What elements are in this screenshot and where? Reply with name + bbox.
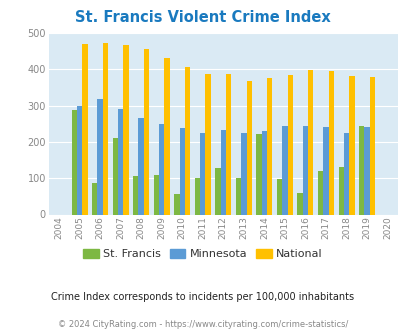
Bar xyxy=(77,106,82,214)
Bar xyxy=(235,178,241,214)
Bar xyxy=(143,50,149,214)
Bar xyxy=(194,178,200,214)
Bar xyxy=(226,74,231,214)
Bar xyxy=(184,68,190,214)
Legend: St. Francis, Minnesota, National: St. Francis, Minnesota, National xyxy=(79,244,326,263)
Bar xyxy=(302,125,307,214)
Bar xyxy=(369,77,374,214)
Bar xyxy=(364,127,369,214)
Bar xyxy=(276,179,281,215)
Bar xyxy=(117,109,123,214)
Bar xyxy=(266,78,272,214)
Bar xyxy=(205,74,210,214)
Bar xyxy=(322,127,328,214)
Bar xyxy=(71,110,77,214)
Bar xyxy=(153,175,159,214)
Bar xyxy=(348,76,354,214)
Bar xyxy=(112,138,117,214)
Bar xyxy=(97,99,102,214)
Bar xyxy=(297,193,302,215)
Bar xyxy=(246,81,251,214)
Bar xyxy=(164,58,169,214)
Text: © 2024 CityRating.com - https://www.cityrating.com/crime-statistics/: © 2024 CityRating.com - https://www.city… xyxy=(58,320,347,329)
Bar xyxy=(317,171,322,214)
Bar xyxy=(92,182,97,214)
Bar xyxy=(133,177,138,214)
Bar xyxy=(159,124,164,214)
Bar xyxy=(123,45,128,214)
Bar xyxy=(82,44,87,214)
Text: St. Francis Violent Crime Index: St. Francis Violent Crime Index xyxy=(75,10,330,25)
Bar xyxy=(328,72,333,214)
Bar xyxy=(102,43,108,214)
Bar xyxy=(138,118,143,214)
Bar xyxy=(358,125,364,214)
Bar xyxy=(343,133,348,214)
Text: Crime Index corresponds to incidents per 100,000 inhabitants: Crime Index corresponds to incidents per… xyxy=(51,292,354,302)
Bar xyxy=(200,133,205,214)
Bar xyxy=(287,76,292,214)
Bar xyxy=(241,133,246,214)
Bar xyxy=(281,126,287,214)
Bar xyxy=(261,131,266,214)
Bar xyxy=(220,130,226,214)
Bar xyxy=(338,167,343,214)
Bar xyxy=(179,128,184,214)
Bar xyxy=(256,134,261,214)
Bar xyxy=(174,194,179,214)
Bar xyxy=(307,70,313,214)
Bar xyxy=(215,168,220,214)
